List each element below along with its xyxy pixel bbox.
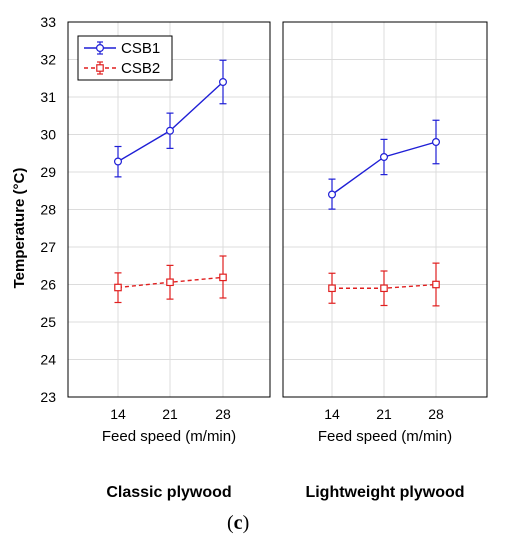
legend: CSB1 CSB2 xyxy=(77,35,173,81)
legend-marker xyxy=(95,43,104,52)
legend-marker xyxy=(96,64,104,72)
x-axis-label: Feed speed (m/min) xyxy=(318,428,452,445)
y-tick-label: 30 xyxy=(40,127,56,143)
x-axis-ticks: 14 21 28 xyxy=(324,406,444,422)
y-tick-label: 33 xyxy=(40,14,56,30)
panel-classic-plywood: 14 21 28 Feed speed (m/min) Classic plywoo… xyxy=(67,21,271,501)
x-tick-label: 28 xyxy=(215,406,231,422)
legend-label: CSB1 xyxy=(121,40,160,57)
y-tick-label: 29 xyxy=(40,164,56,180)
panel-lightweight-plywood: 14 21 28 Feed speed (m/min) Lightweight pl… xyxy=(282,21,488,501)
x-axis-label: Feed speed (m/min) xyxy=(102,428,236,445)
x-axis-ticks: 14 21 28 xyxy=(110,406,231,422)
series-csb2 xyxy=(114,255,227,304)
panel-series xyxy=(328,119,441,307)
data-point-marker xyxy=(328,284,336,293)
legend-entry-csb1: CSB1 xyxy=(84,40,160,57)
y-tick-label: 25 xyxy=(40,314,56,330)
series-csb1 xyxy=(113,59,228,178)
data-point-marker xyxy=(432,138,441,147)
y-tick-label: 26 xyxy=(40,277,56,293)
data-point-marker xyxy=(113,157,122,166)
panel-series xyxy=(113,59,228,304)
y-tick-label: 32 xyxy=(40,52,56,68)
panel-title: Classic plywood xyxy=(106,484,231,501)
panel-grid xyxy=(283,21,487,398)
legend-entry-csb2: CSB2 xyxy=(84,60,160,77)
data-point-marker xyxy=(328,190,337,199)
x-tick-label: 21 xyxy=(376,406,392,422)
data-point-marker xyxy=(166,278,174,287)
series-csb1 xyxy=(328,119,441,210)
y-tick-label: 31 xyxy=(40,89,56,105)
y-tick-label: 28 xyxy=(40,202,56,218)
data-point-marker xyxy=(114,283,122,292)
x-tick-label: 14 xyxy=(110,406,126,422)
x-tick-label: 14 xyxy=(324,406,340,422)
data-point-marker xyxy=(166,126,175,135)
legend-box xyxy=(77,35,173,81)
data-point-marker xyxy=(219,77,228,86)
data-point-marker xyxy=(380,153,389,162)
x-tick-label: 28 xyxy=(428,406,444,422)
y-axis-ticks: 23 24 25 26 27 28 29 30 31 32 33 xyxy=(40,14,56,405)
legend-label: CSB2 xyxy=(121,60,160,77)
y-tick-label: 24 xyxy=(40,352,56,368)
y-tick-label: 27 xyxy=(40,239,56,255)
y-tick-label: 23 xyxy=(40,389,56,405)
data-point-marker xyxy=(380,284,388,293)
y-axis-label: Temperature (°C) xyxy=(11,168,28,289)
x-tick-label: 21 xyxy=(162,406,178,422)
panel-frame xyxy=(282,21,488,398)
panel-frame xyxy=(67,21,271,398)
data-point-marker xyxy=(432,280,440,289)
figure-caption: (c) xyxy=(227,512,249,534)
panel-title: Lightweight plywood xyxy=(305,484,464,501)
data-point-marker xyxy=(219,273,227,282)
series-csb2 xyxy=(328,262,440,307)
